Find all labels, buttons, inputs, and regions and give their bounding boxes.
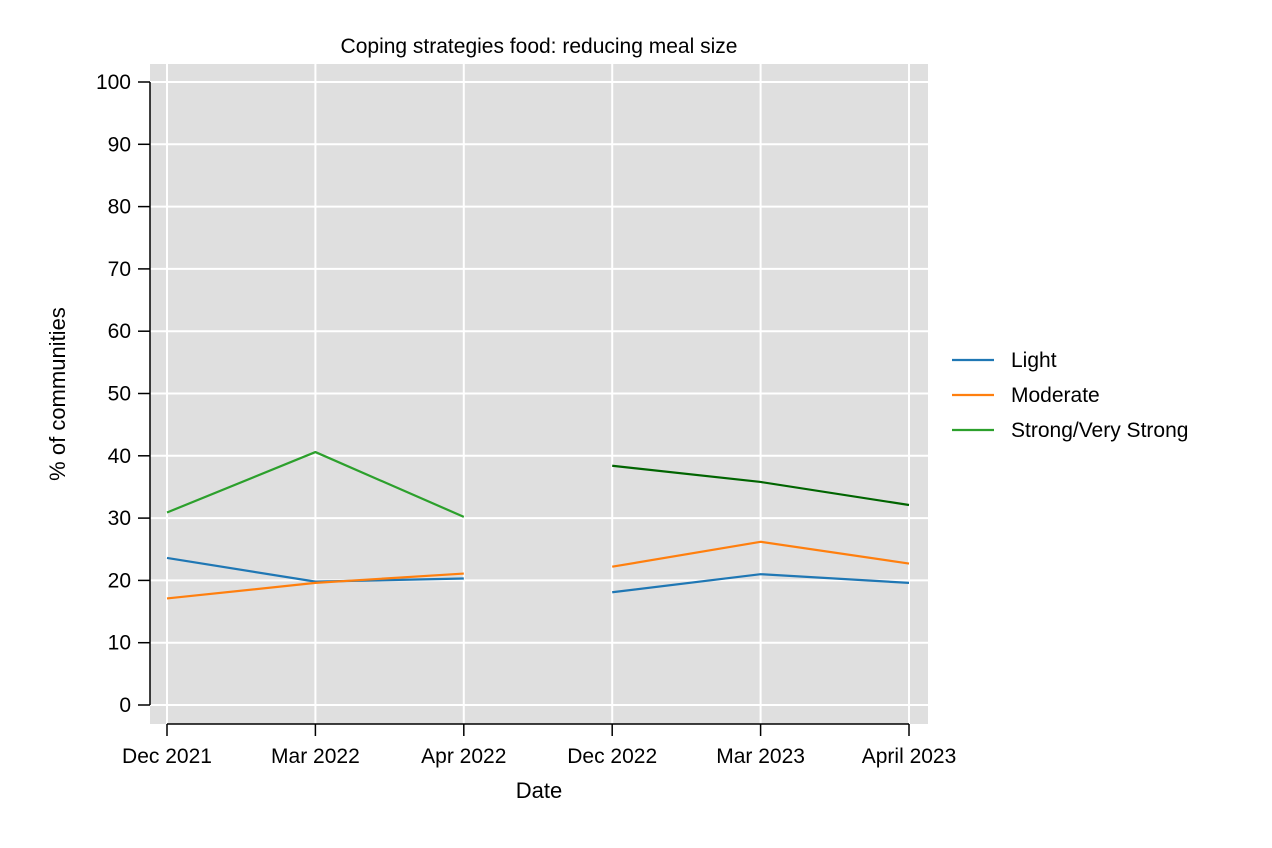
legend-label: Light: [1011, 349, 1057, 372]
series-line: [612, 573, 910, 594]
x-tick-label: Apr 2022: [421, 745, 506, 768]
grid-lines: [150, 64, 928, 724]
x-tick-label: Dec 2022: [567, 745, 657, 768]
y-tick-label: 60: [108, 320, 131, 343]
legend: Light Moderate Strong/Very Strong: [952, 349, 1188, 442]
x-tick-label: Dec 2021: [122, 745, 212, 768]
series-lines: [166, 450, 910, 600]
x-tick-label: April 2023: [862, 745, 957, 768]
y-tick-label: 20: [108, 569, 131, 592]
x-tick-label: Mar 2022: [271, 745, 360, 768]
y-tick-label: 40: [108, 445, 131, 468]
series-line: [612, 540, 910, 568]
y-tick-label: 80: [108, 196, 131, 219]
series-line: [166, 572, 464, 600]
y-tick-label: 30: [108, 507, 131, 530]
y-axis-label: % of communities: [45, 307, 70, 481]
chart-title: Coping strategies food: reducing meal si…: [341, 35, 738, 58]
y-tick-label: 50: [108, 383, 131, 406]
axes: 0 10 20 30 40 50 60 70 80 90 100 Dec 2021 Mar 2022 Ap…: [96, 71, 956, 768]
legend-label: Moderate: [1011, 384, 1100, 407]
series-line: [166, 450, 465, 518]
legend-label: Strong/Very Strong: [1011, 419, 1188, 442]
series-line: [166, 556, 464, 583]
y-tick-label: 0: [119, 694, 131, 717]
y-tick-label: 100: [96, 71, 131, 94]
y-tick-label: 70: [108, 258, 131, 281]
y-tick-label: 10: [108, 632, 131, 655]
y-tick-label: 90: [108, 133, 131, 156]
series-line: [612, 464, 910, 507]
x-axis-label: Date: [516, 778, 562, 803]
x-tick-label: Mar 2023: [716, 745, 805, 768]
